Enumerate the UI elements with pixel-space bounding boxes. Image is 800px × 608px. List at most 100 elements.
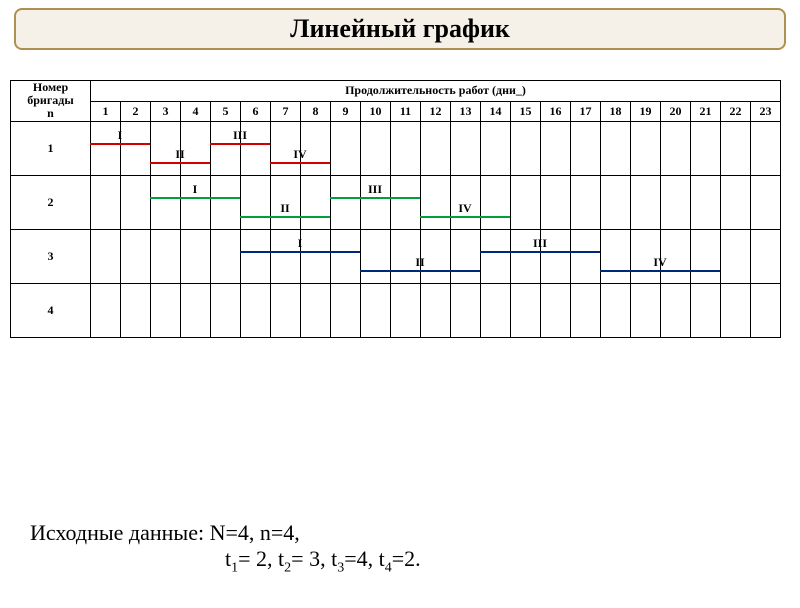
- grid-cell: [481, 175, 511, 229]
- grid-cell: [301, 121, 331, 175]
- grid-cell: [421, 121, 451, 175]
- grid-cell: [631, 121, 661, 175]
- grid-cell: [271, 229, 301, 283]
- grid-cell: [691, 283, 721, 337]
- grid-cell: [391, 121, 421, 175]
- grid-cell: [91, 283, 121, 337]
- grid-cell: [721, 121, 751, 175]
- grid-cell: [541, 229, 571, 283]
- grid-cell: [511, 175, 541, 229]
- day-header: 4: [181, 101, 211, 121]
- grid-cell: [151, 175, 181, 229]
- grid-cell: [241, 175, 271, 229]
- grid-cell: [421, 229, 451, 283]
- grid-cell: [91, 175, 121, 229]
- day-header: 1: [91, 101, 121, 121]
- day-header: 11: [391, 101, 421, 121]
- grid-cell: [571, 121, 601, 175]
- grid-cell: [301, 175, 331, 229]
- day-header: 5: [211, 101, 241, 121]
- grid-cell: [181, 175, 211, 229]
- brigade-label: 3: [11, 229, 91, 283]
- page-title: Линейный график: [290, 14, 510, 43]
- grid-cell: [271, 121, 301, 175]
- brigade-label: 4: [11, 283, 91, 337]
- grid-cell: [181, 229, 211, 283]
- day-header: 21: [691, 101, 721, 121]
- grid-cell: [751, 175, 781, 229]
- day-header: 8: [301, 101, 331, 121]
- grid-cell: [721, 175, 751, 229]
- grid-cell: [691, 175, 721, 229]
- grid-cell: [361, 229, 391, 283]
- grid-cell: [751, 229, 781, 283]
- grid-cell: [301, 283, 331, 337]
- day-header: 7: [271, 101, 301, 121]
- day-header: 22: [721, 101, 751, 121]
- day-header: 17: [571, 101, 601, 121]
- grid-cell: [211, 283, 241, 337]
- grid-cell: [121, 121, 151, 175]
- grid-cell: [661, 121, 691, 175]
- grid-cell: [91, 229, 121, 283]
- title-bar: Линейный график: [14, 8, 786, 50]
- grid-cell: [661, 229, 691, 283]
- grid-cell: [751, 283, 781, 337]
- grid-cell: [481, 229, 511, 283]
- day-header: 16: [541, 101, 571, 121]
- grid-cell: [601, 175, 631, 229]
- grid-cell: [451, 229, 481, 283]
- day-header: 12: [421, 101, 451, 121]
- row-header-cell: Номербригадыn: [11, 81, 91, 122]
- grid-cell: [481, 283, 511, 337]
- day-header: 3: [151, 101, 181, 121]
- day-header: 20: [661, 101, 691, 121]
- source-data-text: Исходные данные: N=4, n=4, t1= 2, t2= 3,…: [30, 520, 421, 576]
- grid-cell: [181, 283, 211, 337]
- grid-cell: [601, 121, 631, 175]
- grid-cell: [451, 121, 481, 175]
- grid-cell: [331, 283, 361, 337]
- grid-cell: [331, 175, 361, 229]
- day-header: 10: [361, 101, 391, 121]
- grid-cell: [361, 175, 391, 229]
- grid-cell: [391, 175, 421, 229]
- grid-cell: [151, 283, 181, 337]
- footer-line2: t1= 2, t2= 3, t3=4, t4=2.: [30, 546, 421, 576]
- grid-cell: [541, 175, 571, 229]
- grid-cell: [361, 121, 391, 175]
- day-header: 14: [481, 101, 511, 121]
- day-header: 23: [751, 101, 781, 121]
- grid-cell: [151, 121, 181, 175]
- day-header: 9: [331, 101, 361, 121]
- grid-cell: [421, 283, 451, 337]
- day-header: 15: [511, 101, 541, 121]
- grid-cell: [631, 283, 661, 337]
- grid-cell: [121, 229, 151, 283]
- grid-cell: [211, 175, 241, 229]
- grid-cell: [241, 121, 271, 175]
- grid-cell: [541, 283, 571, 337]
- duration-header-cell: Продолжительность работ (дни_): [91, 81, 781, 102]
- grid-cell: [661, 283, 691, 337]
- grid-cell: [721, 283, 751, 337]
- grid-cell: [541, 121, 571, 175]
- grid-cell: [511, 121, 541, 175]
- grid-cell: [751, 121, 781, 175]
- grid-cell: [691, 121, 721, 175]
- grid-cell: [661, 175, 691, 229]
- grid-cell: [571, 283, 601, 337]
- grid-cell: [631, 175, 661, 229]
- day-header: 6: [241, 101, 271, 121]
- grid-cell: [421, 175, 451, 229]
- grid-cell: [211, 229, 241, 283]
- day-header: 13: [451, 101, 481, 121]
- day-header: 19: [631, 101, 661, 121]
- grid-cell: [601, 229, 631, 283]
- grid-cell: [481, 121, 511, 175]
- grid-cell: [271, 283, 301, 337]
- brigade-label: 1: [11, 121, 91, 175]
- grid-cell: [361, 283, 391, 337]
- grid-cell: [721, 229, 751, 283]
- grid-cell: [571, 229, 601, 283]
